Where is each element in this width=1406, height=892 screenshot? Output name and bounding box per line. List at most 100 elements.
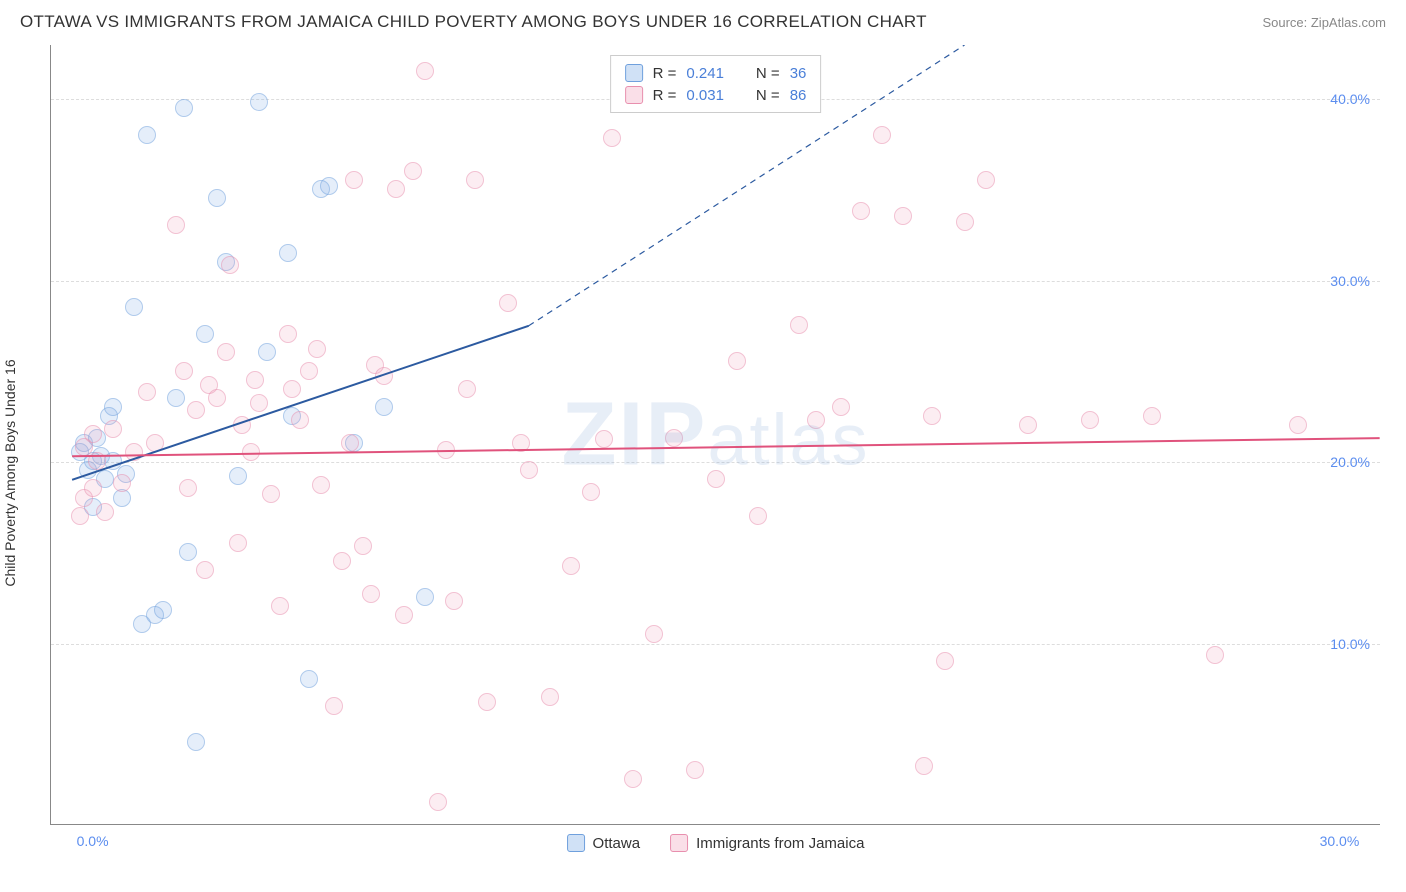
n-value: 86: [790, 87, 807, 104]
data-point: [125, 443, 143, 461]
data-point: [113, 474, 131, 492]
data-point: [894, 207, 912, 225]
data-point: [187, 733, 205, 751]
data-point: [595, 430, 613, 448]
data-point: [387, 180, 405, 198]
data-point: [250, 93, 268, 111]
data-point: [852, 202, 870, 220]
data-point: [217, 343, 235, 361]
data-point: [320, 177, 338, 195]
data-point: [416, 588, 434, 606]
legend-series-item: Immigrants from Jamaica: [670, 834, 864, 852]
y-tick-label: 20.0%: [1330, 454, 1370, 470]
data-point: [512, 434, 530, 452]
y-tick-label: 30.0%: [1330, 273, 1370, 289]
gridline: [51, 281, 1380, 282]
data-point: [749, 507, 767, 525]
data-point: [375, 367, 393, 385]
data-point: [179, 543, 197, 561]
watermark-bold: ZIP: [561, 384, 707, 484]
data-point: [541, 688, 559, 706]
data-point: [624, 770, 642, 788]
data-point: [520, 461, 538, 479]
data-point: [104, 398, 122, 416]
data-point: [221, 256, 239, 274]
legend-swatch: [567, 834, 585, 852]
data-point: [395, 606, 413, 624]
data-point: [196, 561, 214, 579]
trend-lines-svg: [51, 45, 1380, 824]
data-point: [404, 162, 422, 180]
x-tick-label: 0.0%: [77, 833, 109, 849]
data-point: [88, 452, 106, 470]
data-point: [279, 244, 297, 262]
data-point: [1081, 411, 1099, 429]
data-point: [375, 398, 393, 416]
n-value: 36: [790, 65, 807, 82]
data-point: [258, 343, 276, 361]
data-point: [242, 443, 260, 461]
y-tick-label: 40.0%: [1330, 91, 1370, 107]
data-point: [179, 479, 197, 497]
data-point: [354, 537, 372, 555]
data-point: [167, 389, 185, 407]
data-point: [138, 383, 156, 401]
legend-series: Ottawa Immigrants from Jamaica: [567, 834, 865, 852]
data-point: [262, 485, 280, 503]
data-point: [665, 429, 683, 447]
y-axis-label: Child Poverty Among Boys Under 16: [2, 359, 18, 586]
legend-series-item: Ottawa: [567, 834, 641, 852]
data-point: [167, 216, 185, 234]
data-point: [291, 411, 309, 429]
data-point: [208, 189, 226, 207]
gridline: [51, 462, 1380, 463]
data-point: [1019, 416, 1037, 434]
data-point: [832, 398, 850, 416]
data-point: [84, 479, 102, 497]
data-point: [175, 362, 193, 380]
data-point: [325, 697, 343, 715]
data-point: [445, 592, 463, 610]
data-point: [125, 298, 143, 316]
data-point: [790, 316, 808, 334]
legend-stat-row: R =0.241N =36: [625, 62, 807, 84]
data-point: [582, 483, 600, 501]
y-tick-label: 10.0%: [1330, 636, 1370, 652]
data-point: [603, 129, 621, 147]
data-point: [437, 441, 455, 459]
data-point: [250, 394, 268, 412]
r-label: R =: [653, 87, 677, 104]
data-point: [229, 534, 247, 552]
data-point: [283, 380, 301, 398]
data-point: [466, 171, 484, 189]
data-point: [429, 793, 447, 811]
data-point: [915, 757, 933, 775]
data-point: [279, 325, 297, 343]
legend-swatch: [670, 834, 688, 852]
legend-stats: R =0.241N =36R =0.031N =86: [610, 55, 822, 113]
legend-series-label: Immigrants from Jamaica: [696, 835, 864, 852]
chart-title: OTTAWA VS IMMIGRANTS FROM JAMAICA CHILD …: [20, 12, 927, 32]
data-point: [233, 416, 251, 434]
data-point: [312, 476, 330, 494]
data-point: [154, 601, 172, 619]
data-point: [728, 352, 746, 370]
title-bar: OTTAWA VS IMMIGRANTS FROM JAMAICA CHILD …: [0, 0, 1406, 40]
data-point: [208, 389, 226, 407]
legend-swatch: [625, 64, 643, 82]
data-point: [96, 503, 114, 521]
r-value: 0.031: [686, 87, 724, 104]
data-point: [341, 434, 359, 452]
data-point: [1289, 416, 1307, 434]
data-point: [146, 434, 164, 452]
data-point: [300, 670, 318, 688]
data-point: [1143, 407, 1161, 425]
data-point: [84, 425, 102, 443]
n-label: N =: [756, 65, 780, 82]
data-point: [333, 552, 351, 570]
data-point: [686, 761, 704, 779]
data-point: [873, 126, 891, 144]
data-point: [308, 340, 326, 358]
data-point: [175, 99, 193, 117]
x-tick-label: 30.0%: [1320, 833, 1360, 849]
